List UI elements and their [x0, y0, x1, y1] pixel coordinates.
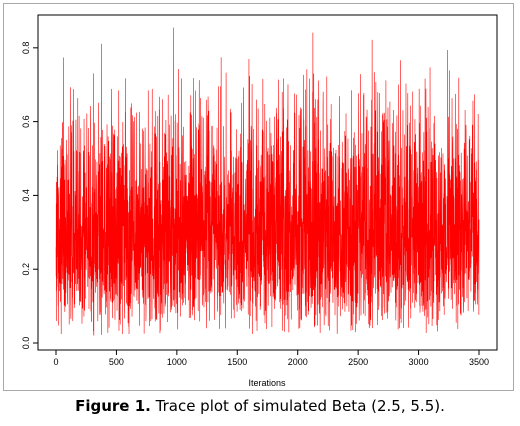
trace-plot: 0 500 1000 1500 2000 2500 3000 3500 0.00.20.40.…: [21, 14, 498, 388]
x-tick-label: 2500: [348, 357, 368, 367]
trace-series: [55, 27, 480, 337]
x-tick-label: 2000: [288, 357, 308, 367]
x-axis-title: Iterations: [248, 378, 286, 388]
x-tick-label: 3000: [409, 357, 429, 367]
figure-caption: Figure 1. Trace plot of simulated Beta (…: [0, 397, 520, 415]
x-tick-label: 500: [109, 357, 124, 367]
x-tick-label: 1000: [167, 357, 187, 367]
x-tick-label: 0: [53, 357, 58, 367]
caption-text: Trace plot of simulated Beta (2.5, 5.5).: [155, 397, 445, 415]
trace-line: [55, 27, 480, 337]
x-tick-label: 3500: [469, 357, 489, 367]
x-tick-label: 1500: [227, 357, 247, 367]
caption-label: Figure 1.: [75, 397, 151, 415]
y-axis: 0.0 0.2 0.4 0.6 0.8: [21, 42, 39, 350]
y-tick-label: 0.8: [21, 42, 31, 55]
y-tick-label: 0.0: [21, 337, 31, 350]
y-tick-label: 0.4: [21, 189, 31, 202]
y-tick-label: 0.6: [21, 115, 31, 128]
x-axis: 0 500 1000 1500 2000 2500 3000 3500: [53, 349, 489, 367]
y-tick-label: 0.2: [21, 263, 31, 276]
